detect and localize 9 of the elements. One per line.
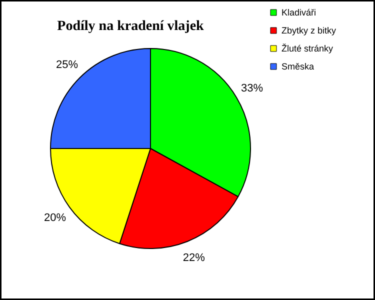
text: Podíly na kradení vlajek: [57, 19, 204, 34]
data-label: 20%: [44, 212, 66, 224]
legend-label: Zbytky z bitky: [282, 26, 337, 36]
legend-label: Žluté stránky: [282, 44, 334, 54]
legend-label: Směska: [282, 62, 314, 72]
data-label: 22%: [182, 252, 206, 264]
legend-label: Kladiváři: [282, 8, 316, 18]
data-label: 25%: [56, 59, 78, 72]
data-label: 33%: [241, 82, 264, 94]
